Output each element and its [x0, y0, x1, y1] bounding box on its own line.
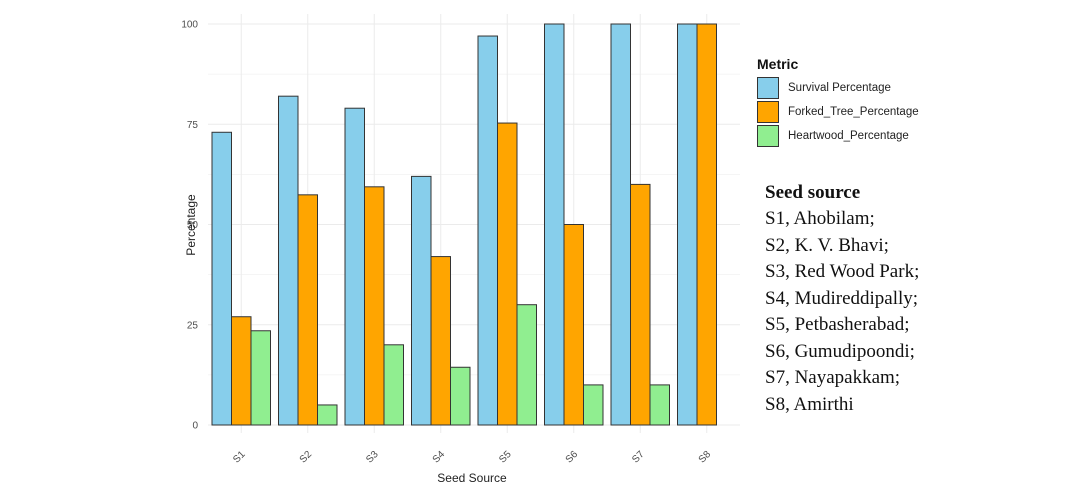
x-axis-title: Seed Source: [437, 471, 507, 485]
bar-survival-percentage-s1: [211, 131, 232, 426]
bar-forked-tree-percentage-s6: [563, 224, 584, 426]
legend-label: Forked_Tree_Percentage: [788, 106, 919, 118]
seed-source-key: Seed source S1, Ahobilam; S2, K. V. Bhavi…: [765, 180, 919, 418]
seed-source-item: S6, Gumudipoondi;: [765, 340, 915, 362]
bar-forked-tree-percentage-s8: [696, 23, 717, 426]
y-axis-ticks: 0 25 50 75 100: [181, 20, 198, 432]
x-tick-label: S6: [564, 449, 581, 466]
bar-forked-tree-percentage-s3: [364, 186, 385, 426]
legend-label: Survival Percentage: [788, 82, 891, 94]
x-tick-label: S4: [431, 449, 448, 466]
seed-source-item: S4, Mudireddipally;: [765, 287, 919, 309]
x-tick-label: S7: [630, 449, 647, 466]
bars: [211, 23, 717, 426]
legend-item: Survival Percentage: [757, 76, 919, 100]
legend-item: Forked_Tree_Percentage: [757, 100, 919, 124]
x-tick-label: S8: [697, 449, 714, 466]
bar-survival-percentage-s5: [477, 35, 498, 426]
bar-forked-tree-percentage-s5: [497, 122, 518, 426]
bar-forked-tree-percentage-s2: [297, 194, 318, 426]
seed-source-item: S1, Ahobilam;: [765, 208, 875, 229]
y-tick-label: 75: [187, 120, 199, 131]
x-tick-label: S5: [497, 449, 514, 466]
seed-source-item: S7, Nayapakkam;: [765, 367, 901, 388]
bar-forked-tree-percentage-s7: [630, 183, 651, 426]
bar-forked-tree-percentage-s1: [231, 316, 252, 426]
legend-title: Metric: [757, 56, 799, 72]
y-tick-label: 50: [187, 220, 199, 231]
bar-survival-percentage-s6: [544, 23, 565, 426]
y-axis-title: Percentage: [184, 194, 198, 256]
x-axis-ticks: S1 S2 S3 S4 S5 S6 S7 S8: [231, 449, 713, 466]
bar-heartwood-percentage-s3: [383, 344, 404, 426]
x-tick-label: S1: [231, 449, 248, 466]
bar-survival-percentage-s2: [278, 95, 299, 426]
y-tick-label: 0: [192, 421, 198, 432]
bar-heartwood-percentage-s4: [450, 366, 471, 426]
y-tick-label: 25: [187, 320, 199, 331]
legend-swatch: [757, 101, 779, 123]
seed-source-title: Seed source: [765, 182, 861, 203]
bar-heartwood-percentage-s5: [516, 304, 537, 426]
bar-heartwood-percentage-s1: [250, 330, 271, 426]
legend-swatch: [757, 77, 779, 99]
x-tick-label: S3: [364, 449, 381, 466]
bar-survival-percentage-s4: [411, 175, 432, 426]
seed-source-item: S3, Red Wood Park;: [765, 261, 920, 282]
legend: Metric Survival Percentage Forked_Tree_Pe…: [757, 56, 919, 148]
x-tick-label: S2: [298, 449, 315, 466]
legend-label: Heartwood_Percentage: [788, 130, 909, 142]
bar-heartwood-percentage-s2: [317, 404, 338, 426]
bar-heartwood-percentage-s6: [583, 384, 604, 426]
bar-survival-percentage-s8: [677, 23, 698, 426]
seed-source-item: S2, K. V. Bhavi;: [765, 234, 889, 256]
bar-heartwood-percentage-s7: [649, 384, 670, 426]
seed-source-item: S5, Petbasherabad;: [765, 314, 910, 335]
bar-survival-percentage-s3: [344, 107, 365, 426]
y-tick-label: 100: [181, 20, 198, 31]
legend-item: Heartwood_Percentage: [757, 124, 919, 148]
legend-swatch: [757, 125, 779, 147]
bar-survival-percentage-s7: [610, 23, 631, 426]
bar-forked-tree-percentage-s4: [430, 256, 451, 426]
seed-source-item: S8, Amirthi: [765, 393, 854, 415]
